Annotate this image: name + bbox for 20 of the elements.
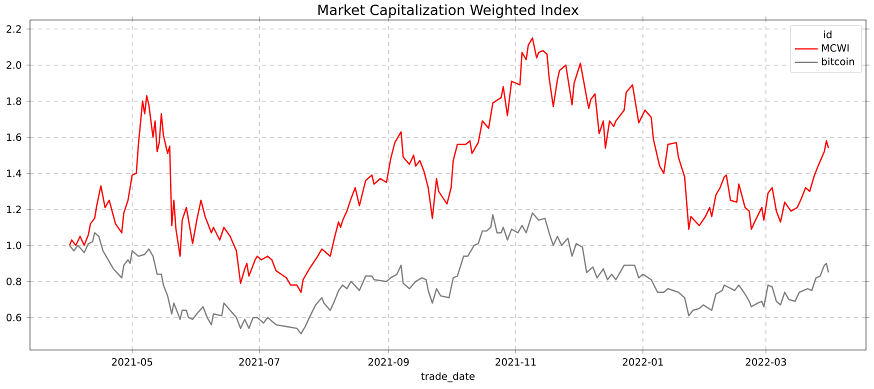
legend-label: MCWI: [822, 44, 849, 52]
y-tick-label: 1.0: [7, 242, 22, 250]
x-tick-label: 2021-05: [112, 358, 152, 366]
x-tick-label: 2021-09: [368, 358, 409, 366]
y-tick-label: 1.6: [7, 133, 22, 141]
y-tick-label: 2.2: [6, 25, 21, 33]
y-tick-label: 1.8: [7, 97, 22, 105]
x-tick-label: 2022-01: [622, 358, 663, 366]
chart-title: Market Capitalization Weighted Index: [318, 4, 579, 18]
legend-label: bitcoin: [822, 58, 854, 66]
y-tick-label: 1.2: [7, 206, 21, 214]
y-tick-label: 1.4: [7, 170, 22, 177]
y-tick-label: 0.8: [6, 278, 22, 286]
legend-title: id: [824, 30, 832, 38]
x-tick-label: 2021-07: [239, 358, 280, 366]
x-tick-label: 2021-11: [496, 358, 536, 366]
x-axis-title: trade_date: [421, 372, 475, 382]
y-tick-label: 2.0: [6, 61, 22, 69]
y-tick-label: 0.6: [6, 314, 22, 322]
x-tick-label: 2022-03: [746, 358, 786, 366]
